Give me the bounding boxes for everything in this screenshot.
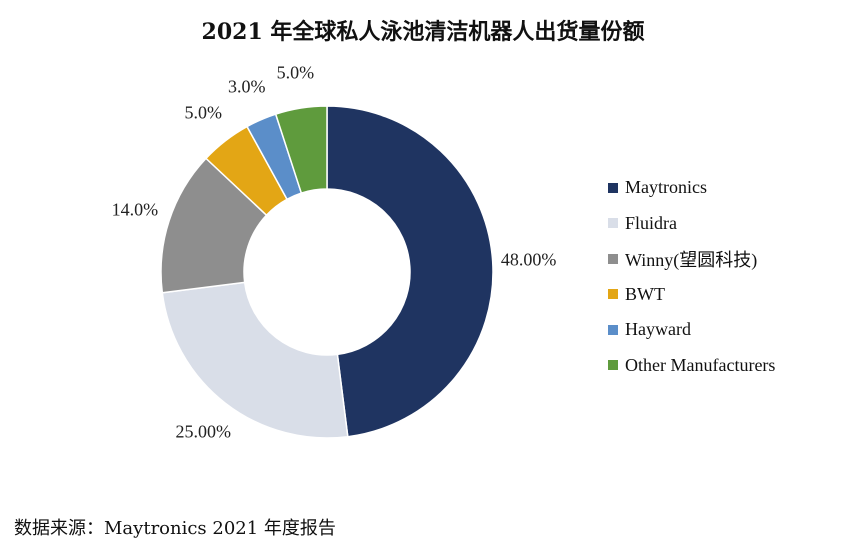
legend-swatch (608, 324, 618, 335)
slice-other-manufacturers (274, 105, 328, 195)
legend-swatch (608, 360, 618, 371)
legend-item-bwt: BWT (608, 277, 775, 313)
legend-swatch (608, 218, 618, 229)
slice-fluidra (161, 281, 349, 439)
legend-swatch (608, 182, 618, 193)
data-label-bwt: 5.0% (184, 102, 222, 122)
legend-label: Hayward (625, 319, 691, 340)
source-note: 数据来源：Maytronics 2021 年度报告 (14, 518, 336, 539)
data-label-fluidra: 25.00% (175, 422, 231, 442)
legend-swatch (608, 253, 618, 264)
data-label-hayward: 3.0% (228, 77, 266, 97)
legend-label: BWT (625, 283, 665, 304)
legend-item-hayward: Hayward (608, 312, 775, 348)
data-label-maytronics: 48.00% (501, 249, 557, 269)
chart-title: 2021 年全球私人泳池清洁机器人出货量份额 (201, 19, 645, 45)
slice-maytronics (326, 105, 494, 438)
legend-item-other-manufacturers: Other Manufacturers (608, 348, 775, 384)
legend-label: Other Manufacturers (625, 354, 776, 375)
legend-label: Maytronics (625, 177, 707, 198)
chart-legend: Maytronics Fluidra Winny(望圆科技) BWT Hayward Ot… (608, 170, 775, 383)
data-label-winny: 14.0% (112, 200, 159, 220)
legend-swatch (608, 289, 618, 300)
data-label-other-manufacturers: 5.0% (277, 62, 315, 82)
legend-item-fluidra: Fluidra (608, 206, 775, 242)
legend-label: Fluidra (625, 212, 677, 233)
legend-item-winny: Winny(望圆科技) (608, 241, 775, 277)
legend-label: Winny(望圆科技) (625, 249, 758, 270)
legend-item-maytronics: Maytronics (608, 170, 775, 206)
